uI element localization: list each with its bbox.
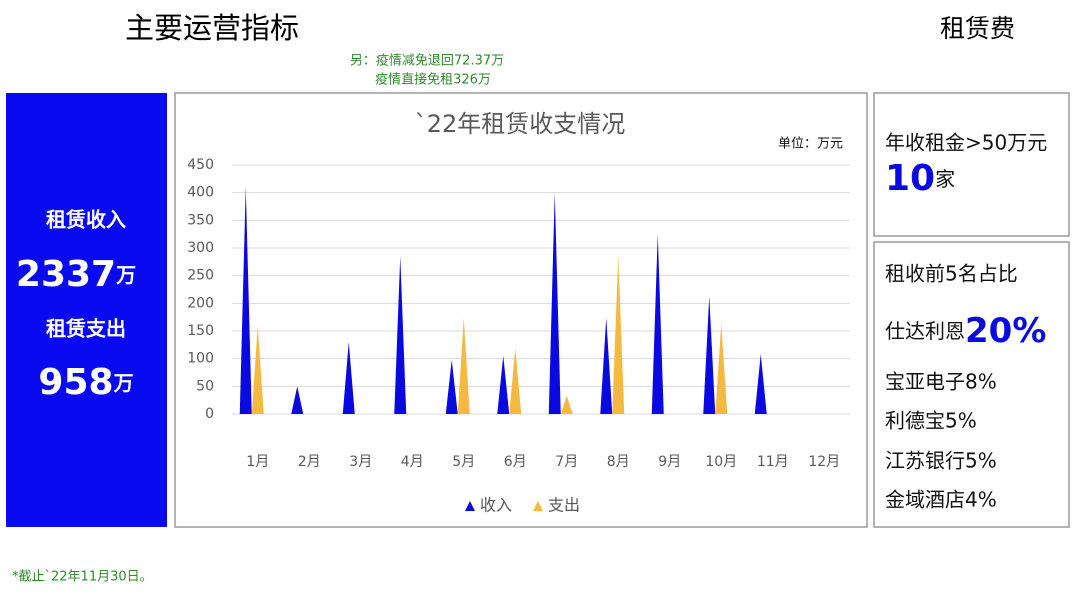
x-tick-label: 5月	[452, 454, 475, 470]
y-tick-label: 150	[187, 323, 214, 339]
spike	[548, 192, 561, 414]
bottom-label: 租收前5名占比	[885, 262, 1018, 286]
income-label: 租赁收入	[46, 208, 126, 232]
right-title: 租赁费	[940, 14, 1015, 43]
income-unit: 万	[115, 263, 136, 287]
income-value: 2337万	[16, 254, 136, 295]
y-tick-label: 50	[196, 378, 214, 394]
y-tick-label: 450	[187, 157, 214, 173]
x-tick-label: 8月	[607, 454, 630, 470]
y-tick-label: 250	[187, 268, 214, 284]
expense-value: 958万	[38, 362, 133, 403]
legend-label: 收入	[480, 496, 512, 515]
top-label: 年收租金>50万元	[885, 131, 1047, 155]
top-tenant: 仕达利恩20%	[885, 311, 1046, 351]
y-tick-label: 400	[187, 185, 214, 201]
x-tick-label: 1月	[246, 454, 269, 470]
top-value: 10家	[885, 158, 955, 199]
spike	[394, 256, 407, 414]
spike	[754, 354, 767, 414]
expense-unit: 万	[113, 371, 134, 395]
page-title: 主要运营指标	[125, 11, 299, 45]
tenant-item: 江苏银行5%	[885, 449, 997, 473]
legend-label: 支出	[548, 496, 580, 515]
chart-title: `22年租赁收支情况	[415, 110, 626, 138]
tenant-item: 利德宝5%	[885, 409, 977, 433]
spike	[560, 395, 573, 414]
spike	[445, 359, 458, 414]
spike	[342, 342, 355, 414]
tenant-item: 宝亚电子8%	[885, 370, 997, 394]
top-number: 10	[885, 158, 935, 199]
unit-note: 单位：万元	[778, 137, 843, 152]
expense-label: 租赁支出	[46, 317, 126, 341]
y-tick-label: 350	[187, 212, 214, 228]
top-box	[873, 92, 1070, 237]
y-tick-label: 200	[187, 295, 214, 311]
tenant-share: 20%	[965, 311, 1046, 351]
top-unit: 家	[935, 167, 955, 191]
x-tick-label: 3月	[349, 454, 372, 470]
y-tick-label: 100	[187, 351, 214, 367]
spike	[239, 187, 252, 414]
spike	[497, 355, 510, 414]
x-tick-label: 10月	[705, 454, 737, 470]
left-panel	[6, 93, 167, 527]
spike	[600, 318, 613, 414]
x-tick-label: 7月	[555, 454, 578, 470]
legend-marker	[533, 501, 543, 511]
spike	[715, 323, 728, 414]
spike	[509, 348, 522, 414]
x-tick-label: 9月	[658, 454, 681, 470]
spike	[703, 296, 716, 414]
legend-marker	[465, 501, 475, 511]
bottom-box	[873, 241, 1070, 528]
y-tick-label: 0	[205, 406, 214, 422]
y-tick-label: 300	[187, 240, 214, 256]
spike	[251, 326, 264, 414]
spike	[291, 386, 304, 414]
spike	[651, 234, 664, 414]
tenant-item: 金域酒店4%	[885, 488, 997, 512]
tenant-name: 仕达利恩	[885, 319, 965, 343]
x-tick-label: 6月	[504, 454, 527, 470]
expense-number: 958	[38, 362, 113, 403]
x-tick-label: 4月	[401, 454, 424, 470]
x-tick-label: 2月	[298, 454, 321, 470]
spike	[457, 317, 470, 414]
income-number: 2337	[16, 254, 116, 295]
note: 疫情直接免租326万	[375, 72, 491, 88]
x-tick-label: 12月	[808, 454, 840, 470]
note: 另：疫情减免退回72.37万	[350, 53, 504, 69]
spike	[612, 255, 625, 414]
footer: *截止`22年11月30日。	[12, 570, 153, 585]
x-tick-label: 11月	[757, 454, 789, 470]
